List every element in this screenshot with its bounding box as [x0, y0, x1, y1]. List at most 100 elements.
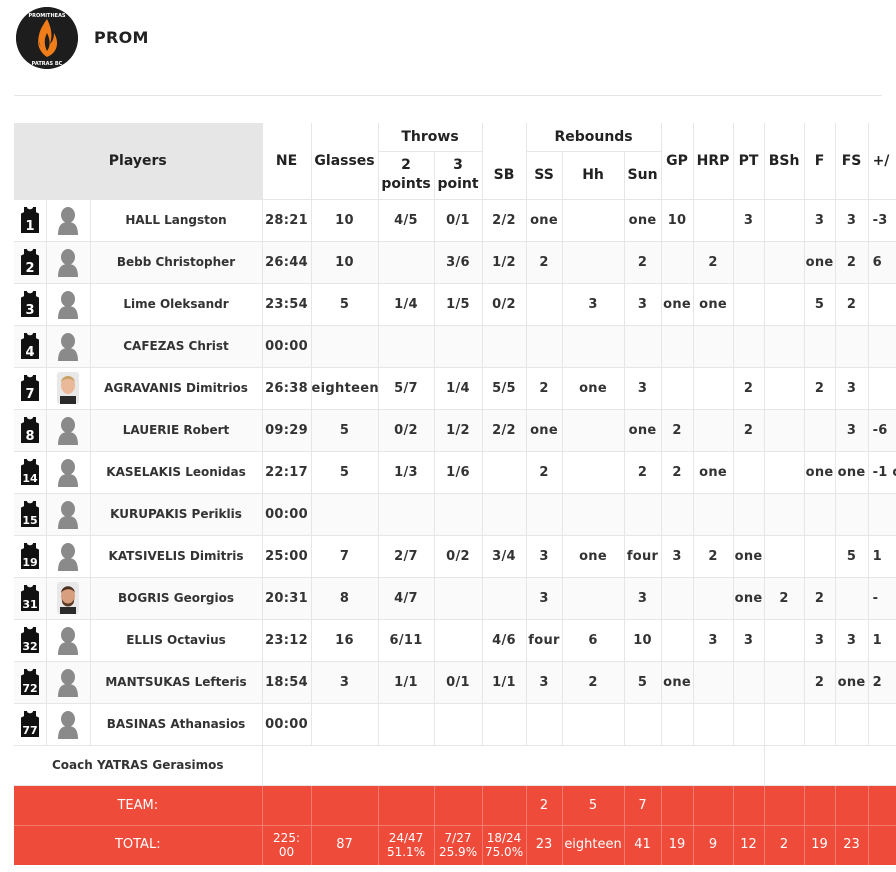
- player-photo: [57, 582, 79, 614]
- stat-ss: [526, 325, 563, 368]
- total-f: 19: [804, 825, 836, 865]
- sun-header[interactable]: Sun: [624, 151, 662, 200]
- ne-header[interactable]: NE: [262, 123, 312, 200]
- stat-ne: 23:12: [262, 619, 312, 662]
- stat-gp: one: [661, 661, 694, 704]
- player-name[interactable]: KURUPAKIS Periklis: [90, 493, 263, 536]
- stat-pt: one: [733, 577, 765, 620]
- stat-sb: [482, 703, 527, 746]
- team-f: [804, 785, 836, 826]
- stat-pm: -: [868, 577, 896, 620]
- stat-gp: one: [661, 283, 694, 326]
- player-row[interactable]: 3 Lime Oleksandr 23:54 5 1/4 1/5 0/2 3 3 one one 5 2: [14, 283, 896, 326]
- players-header[interactable]: Players: [14, 123, 263, 200]
- player-avatar-cell: [46, 535, 91, 578]
- total-ne-bottom: 00: [278, 845, 295, 859]
- stat-hrp: one: [693, 283, 734, 326]
- total-hh: eighteen: [562, 825, 625, 865]
- team-gp: [661, 785, 694, 826]
- player-name[interactable]: BOGRIS Georgios: [90, 577, 263, 620]
- team-label: TEAM:: [14, 785, 263, 826]
- pt-header[interactable]: PT: [733, 123, 765, 200]
- player-row[interactable]: 72 MANTSUKAS Lefteris 18:54 3 1/1 0/1 1/1 3 2 5 on…: [14, 661, 896, 704]
- player-row[interactable]: 19 KATSIVELIS Dimitris 25:00 7 2/7 0/2 3/4 3 one…: [14, 535, 896, 578]
- player-row[interactable]: 15 KURUPAKIS Periklis 00:00: [14, 493, 896, 536]
- stat-pm: [868, 493, 896, 536]
- total-two-pct: 51.1%: [386, 845, 426, 859]
- two-points-header[interactable]: 2 points: [378, 151, 435, 200]
- three-point-header[interactable]: 3 point: [434, 151, 483, 200]
- stat-hrp: [693, 325, 734, 368]
- player-name[interactable]: HALL Langston: [90, 199, 263, 242]
- stat-bsh: [764, 451, 805, 494]
- player-avatar-cell: [46, 577, 91, 620]
- stat-sb: [482, 577, 527, 620]
- player-name[interactable]: KASELAKIS Leonidas: [90, 451, 263, 494]
- stat-bsh: [764, 409, 805, 452]
- jersey-number-cell: 14: [14, 451, 47, 494]
- jersey-icon: 3: [20, 291, 39, 318]
- total-bsh: 2: [764, 825, 805, 865]
- player-name[interactable]: ELLIS Octavius: [90, 619, 263, 662]
- jersey-number: 72: [22, 682, 37, 695]
- stat-gp: 10: [661, 199, 694, 242]
- player-name[interactable]: Bebb Christopher: [90, 241, 263, 284]
- stat-f: one: [804, 241, 836, 284]
- hrp-header[interactable]: HRP: [693, 123, 734, 200]
- player-name[interactable]: KATSIVELIS Dimitris: [90, 535, 263, 578]
- player-row[interactable]: 14 KASELAKIS Leonidas 22:17 5 1/3 1/6 2 2 2 one on…: [14, 451, 896, 494]
- stat-hrp: [693, 367, 734, 410]
- total-three-pct: 25.9%: [438, 845, 478, 859]
- gp-header[interactable]: GP: [661, 123, 694, 200]
- ss-header[interactable]: SS: [526, 151, 563, 200]
- player-avatar-cell: [46, 283, 91, 326]
- player-row[interactable]: 8 LAUERIE Robert 09:29 5 0/2 1/2 2/2 one one 2 2 3-…: [14, 409, 896, 452]
- player-name[interactable]: LAUERIE Robert: [90, 409, 263, 452]
- player-row[interactable]: 77 BASINAS Athanasios 00:00: [14, 703, 896, 746]
- stat-sun: 3: [624, 367, 662, 410]
- player-silhouette-icon: [58, 459, 78, 487]
- hh-header[interactable]: Hh: [562, 151, 625, 200]
- player-avatar-cell: [46, 493, 91, 536]
- stat-sb: 5/5: [482, 367, 527, 410]
- glasses-header[interactable]: Glasses: [311, 123, 379, 200]
- player-row[interactable]: 1 HALL Langston 28:21 10 4/5 0/1 2/2 one one 10 3 3…: [14, 199, 896, 242]
- stat-gp: 2: [661, 409, 694, 452]
- player-name[interactable]: MANTSUKAS Lefteris: [90, 661, 263, 704]
- stat-three: 1/5: [434, 283, 483, 326]
- stat-gp: [661, 325, 694, 368]
- team-ss: 2: [526, 785, 563, 826]
- player-name[interactable]: AGRAVANIS Dimitrios: [90, 367, 263, 410]
- jersey-icon: 72: [20, 669, 39, 695]
- stat-glasses: [311, 703, 379, 746]
- team-hrp: [693, 785, 734, 826]
- stat-hh: [562, 199, 625, 242]
- player-row[interactable]: 4 CAFEZAS Christ 00:00: [14, 325, 896, 368]
- player-row[interactable]: 31 BOGRIS Georgios 20:31 8 4/7 3 3 one 2 2-: [14, 577, 896, 620]
- stat-ne: 22:17: [262, 451, 312, 494]
- stat-three: 3/6: [434, 241, 483, 284]
- player-row[interactable]: 2 Bebb Christopher 26:44 10 3/6 1/2 2 2 2 one 2 6: [14, 241, 896, 284]
- stat-sb: [482, 451, 527, 494]
- stat-sun: four: [624, 535, 662, 578]
- stat-glasses: 8: [311, 577, 379, 620]
- fs-header[interactable]: FS: [835, 123, 869, 200]
- sb-header[interactable]: SB: [482, 151, 527, 200]
- player-row[interactable]: 7 AGRAVANIS Dimitrios 26:38 eighteen 5/7 1/4 5…: [14, 367, 896, 410]
- player-name[interactable]: CAFEZAS Christ: [90, 325, 263, 368]
- stat-pm: [868, 283, 896, 326]
- player-name[interactable]: BASINAS Athanasios: [90, 703, 263, 746]
- f-header[interactable]: F: [804, 123, 836, 200]
- bsh-header[interactable]: BSh: [764, 123, 805, 200]
- team-name: PROM: [94, 28, 149, 47]
- jersey-number: 3: [25, 303, 34, 318]
- stat-sun: [624, 493, 662, 536]
- stat-fs: [835, 577, 869, 620]
- stat-gp: [661, 241, 694, 284]
- stat-f: 5: [804, 283, 836, 326]
- plus-minus-header[interactable]: +/: [868, 123, 896, 200]
- stat-pm: 1: [868, 619, 896, 662]
- player-avatar-cell: [46, 619, 91, 662]
- player-row[interactable]: 32 ELLIS Octavius 23:12 16 6/11 4/6 four 6 10 3 3 3…: [14, 619, 896, 662]
- player-name[interactable]: Lime Oleksandr: [90, 283, 263, 326]
